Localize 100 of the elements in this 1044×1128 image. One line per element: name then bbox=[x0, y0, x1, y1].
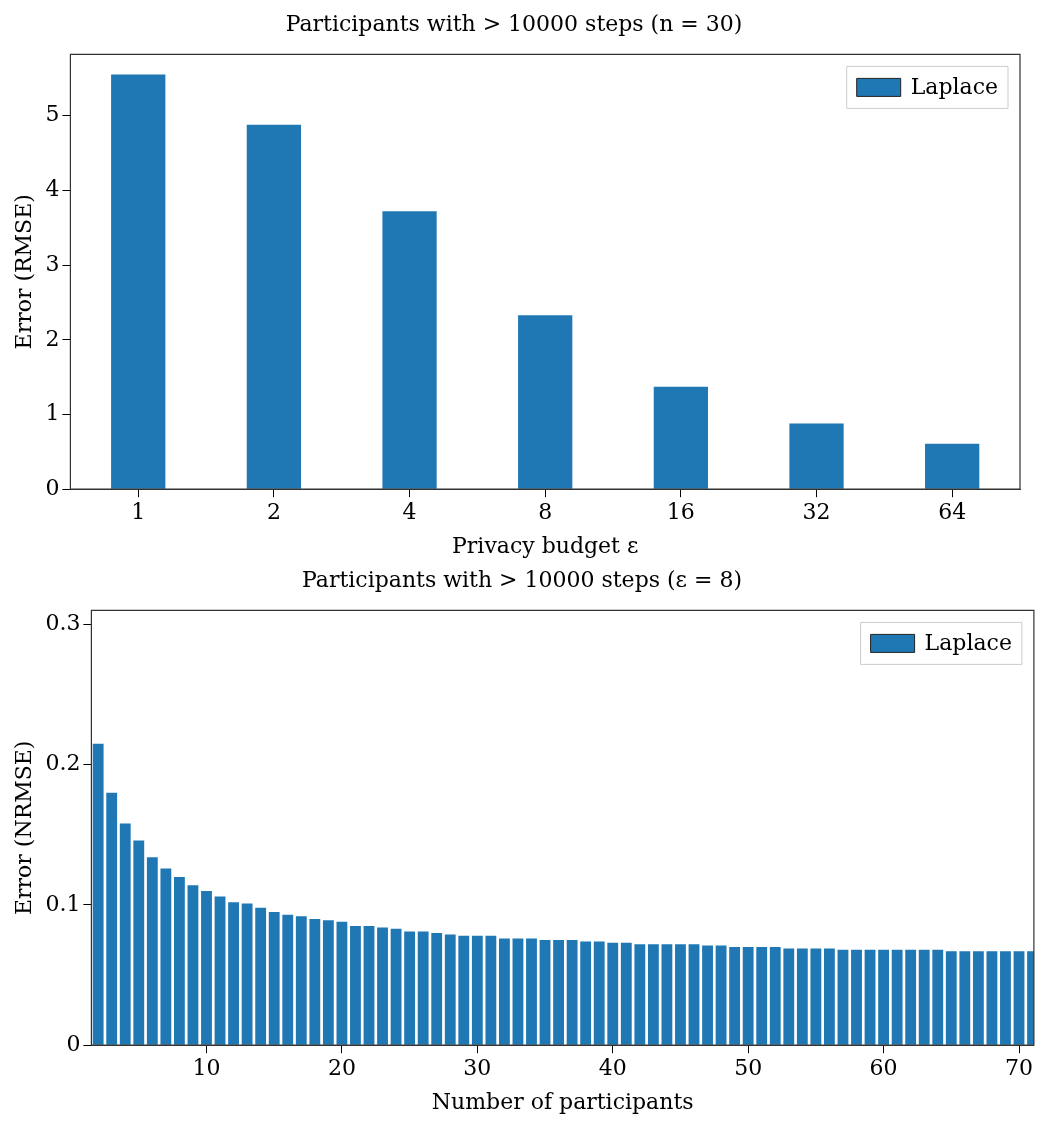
legend-label: Laplace bbox=[910, 74, 999, 100]
bar bbox=[485, 935, 497, 1045]
bar bbox=[133, 840, 145, 1045]
x-tick-label: 1 bbox=[131, 499, 146, 525]
bar bbox=[864, 949, 876, 1045]
bar bbox=[309, 918, 321, 1045]
bar bbox=[634, 944, 646, 1045]
bar bbox=[350, 925, 361, 1045]
bar bbox=[458, 935, 470, 1045]
bar bbox=[377, 927, 388, 1045]
bar bbox=[769, 947, 781, 1045]
bar bbox=[295, 916, 307, 1045]
y-axis-title: Error (RMSE) bbox=[10, 194, 36, 350]
x-tick-label: 30 bbox=[463, 1055, 492, 1081]
bar bbox=[986, 951, 998, 1045]
bar bbox=[92, 743, 104, 1045]
x-tick-label: 2 bbox=[266, 499, 281, 525]
bar bbox=[675, 944, 686, 1045]
x-tick-label: 10 bbox=[192, 1055, 221, 1081]
bar bbox=[824, 948, 835, 1045]
bar bbox=[972, 951, 984, 1045]
bar bbox=[959, 951, 971, 1045]
bar bbox=[444, 934, 456, 1045]
bar bbox=[404, 931, 416, 1045]
bar bbox=[918, 949, 930, 1045]
bar bbox=[789, 423, 844, 489]
bar bbox=[146, 857, 158, 1045]
bar bbox=[228, 902, 239, 1045]
bar bbox=[382, 211, 437, 489]
x-tick-label: 64 bbox=[938, 499, 967, 525]
bar bbox=[580, 941, 592, 1045]
bar bbox=[173, 876, 185, 1045]
bar bbox=[255, 907, 267, 1045]
x-tick-label: 50 bbox=[734, 1055, 763, 1081]
bar bbox=[688, 944, 700, 1045]
x-axis-title: Number of participants bbox=[431, 1088, 694, 1114]
y-tick-label: 0.1 bbox=[45, 890, 81, 916]
x-tick-label: 32 bbox=[802, 499, 831, 525]
bar bbox=[268, 911, 280, 1045]
bar bbox=[363, 925, 375, 1045]
x-tick-label: 40 bbox=[598, 1055, 627, 1081]
y-tick-label: 5 bbox=[45, 101, 60, 127]
bar bbox=[1000, 951, 1011, 1045]
bar bbox=[187, 885, 199, 1045]
bar bbox=[322, 920, 334, 1045]
y-tick-label: 0.3 bbox=[45, 610, 81, 636]
bar bbox=[431, 932, 443, 1045]
bar bbox=[661, 944, 673, 1045]
bar bbox=[783, 948, 795, 1045]
bar bbox=[851, 949, 862, 1045]
bar bbox=[742, 947, 754, 1045]
bar bbox=[214, 896, 226, 1045]
bar bbox=[620, 942, 632, 1045]
bar bbox=[925, 443, 980, 489]
bar bbox=[106, 792, 118, 1045]
bar bbox=[119, 823, 131, 1045]
y-tick-label: 4 bbox=[45, 176, 60, 202]
bar bbox=[729, 947, 741, 1045]
y-tick-label: 1 bbox=[45, 400, 60, 426]
y-tick-label: 0.2 bbox=[45, 750, 81, 776]
bar bbox=[810, 948, 822, 1045]
y-tick-label: 2 bbox=[45, 325, 60, 351]
bar bbox=[160, 868, 172, 1045]
x-tick-label: 16 bbox=[666, 499, 695, 525]
bar bbox=[702, 945, 713, 1045]
bar bbox=[945, 951, 957, 1045]
x-tick-label: 60 bbox=[869, 1055, 898, 1081]
bar bbox=[553, 940, 564, 1045]
bar bbox=[891, 949, 903, 1045]
bar bbox=[905, 949, 917, 1045]
bar bbox=[471, 935, 483, 1045]
x-axis-title: Privacy budget ε bbox=[452, 532, 639, 558]
bar bbox=[756, 947, 768, 1045]
chart-title: Participants with > 10000 steps (ε = 8) bbox=[302, 566, 742, 592]
bar bbox=[499, 938, 510, 1045]
bar bbox=[417, 931, 429, 1045]
y-axis-title: Error (NRMSE) bbox=[10, 740, 36, 916]
bar bbox=[593, 941, 605, 1045]
x-tick-label: 70 bbox=[1005, 1055, 1033, 1081]
bar bbox=[526, 938, 537, 1045]
bar bbox=[111, 74, 166, 489]
bar bbox=[566, 940, 578, 1045]
bar bbox=[539, 940, 551, 1045]
legend-label: Laplace bbox=[924, 630, 1012, 656]
bar bbox=[837, 949, 849, 1045]
bar bbox=[390, 928, 402, 1045]
y-tick-label: 3 bbox=[45, 250, 60, 276]
bar bbox=[518, 315, 573, 489]
y-tick-label: 0 bbox=[45, 474, 60, 500]
chart-title: Participants with > 10000 steps (n = 30) bbox=[285, 10, 743, 36]
bar bbox=[715, 945, 727, 1045]
bar bbox=[653, 386, 708, 489]
x-tick-label: 4 bbox=[402, 499, 417, 525]
bar bbox=[336, 921, 348, 1045]
x-tick-label: 20 bbox=[327, 1055, 356, 1081]
bar bbox=[878, 949, 889, 1045]
bar bbox=[607, 942, 619, 1045]
x-tick-label: 8 bbox=[538, 499, 553, 525]
bar bbox=[282, 914, 294, 1045]
bar bbox=[512, 938, 524, 1045]
